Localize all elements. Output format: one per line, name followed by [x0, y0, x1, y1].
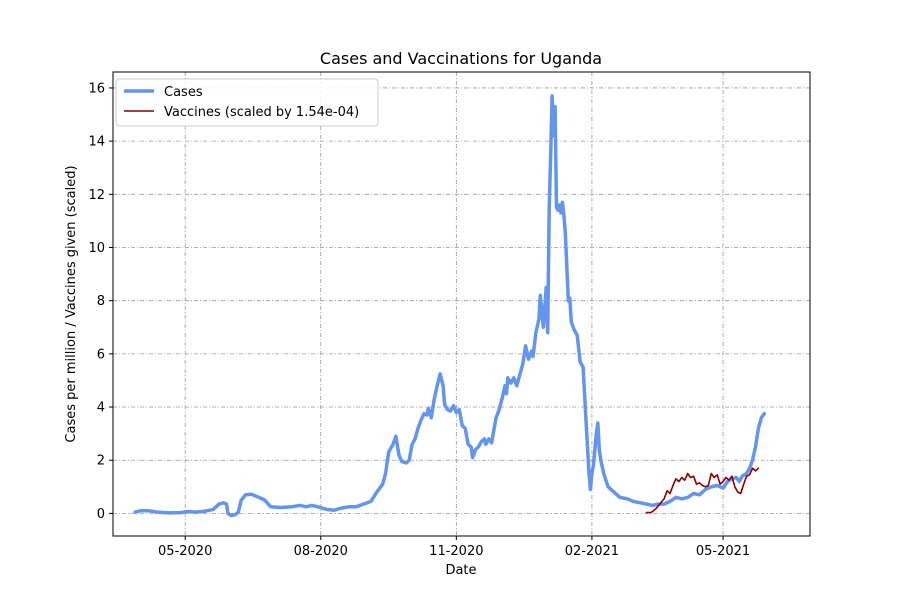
y-tick-label: 8 [97, 294, 105, 309]
grid [113, 72, 810, 536]
y-tick-label: 10 [88, 241, 105, 256]
x-tick-label: 05-2020 [158, 544, 212, 559]
series-line-vaccines [645, 467, 760, 514]
series-line-cases [133, 94, 767, 518]
legend-label-cases: Cases [164, 85, 203, 100]
y-axis: 0 2 4 6 8 10 12 14 16 [88, 81, 113, 522]
legend: Cases Vaccines (scaled by 1.54e-04) [115, 78, 379, 127]
y-tick-label: 16 [88, 81, 105, 96]
x-axis-label: Date [445, 563, 476, 578]
legend-label-vaccines: Vaccines (scaled by 1.54e-04) [164, 105, 359, 120]
y-tick-label: 6 [97, 347, 105, 362]
y-tick-label: 12 [88, 188, 105, 203]
y-tick-label: 2 [97, 454, 105, 469]
y-axis-label: Cases per million / Vaccines given (scal… [64, 165, 79, 442]
y-tick-label: 14 [88, 135, 105, 150]
x-tick-label: 11-2020 [429, 544, 483, 559]
x-axis: 05-2020 08-2020 11-2020 02-2021 05-2021 [158, 536, 750, 559]
x-tick-label: 05-2021 [696, 544, 750, 559]
legend-box [115, 78, 379, 127]
series-layer [133, 94, 767, 518]
y-tick-label: 4 [97, 401, 105, 416]
x-tick-label: 08-2020 [294, 544, 348, 559]
chart-title: Cases and Vaccinations for Uganda [320, 49, 602, 68]
plot-frame [112, 71, 811, 537]
y-tick-label: 0 [97, 507, 105, 522]
x-tick-label: 02-2021 [565, 544, 619, 559]
